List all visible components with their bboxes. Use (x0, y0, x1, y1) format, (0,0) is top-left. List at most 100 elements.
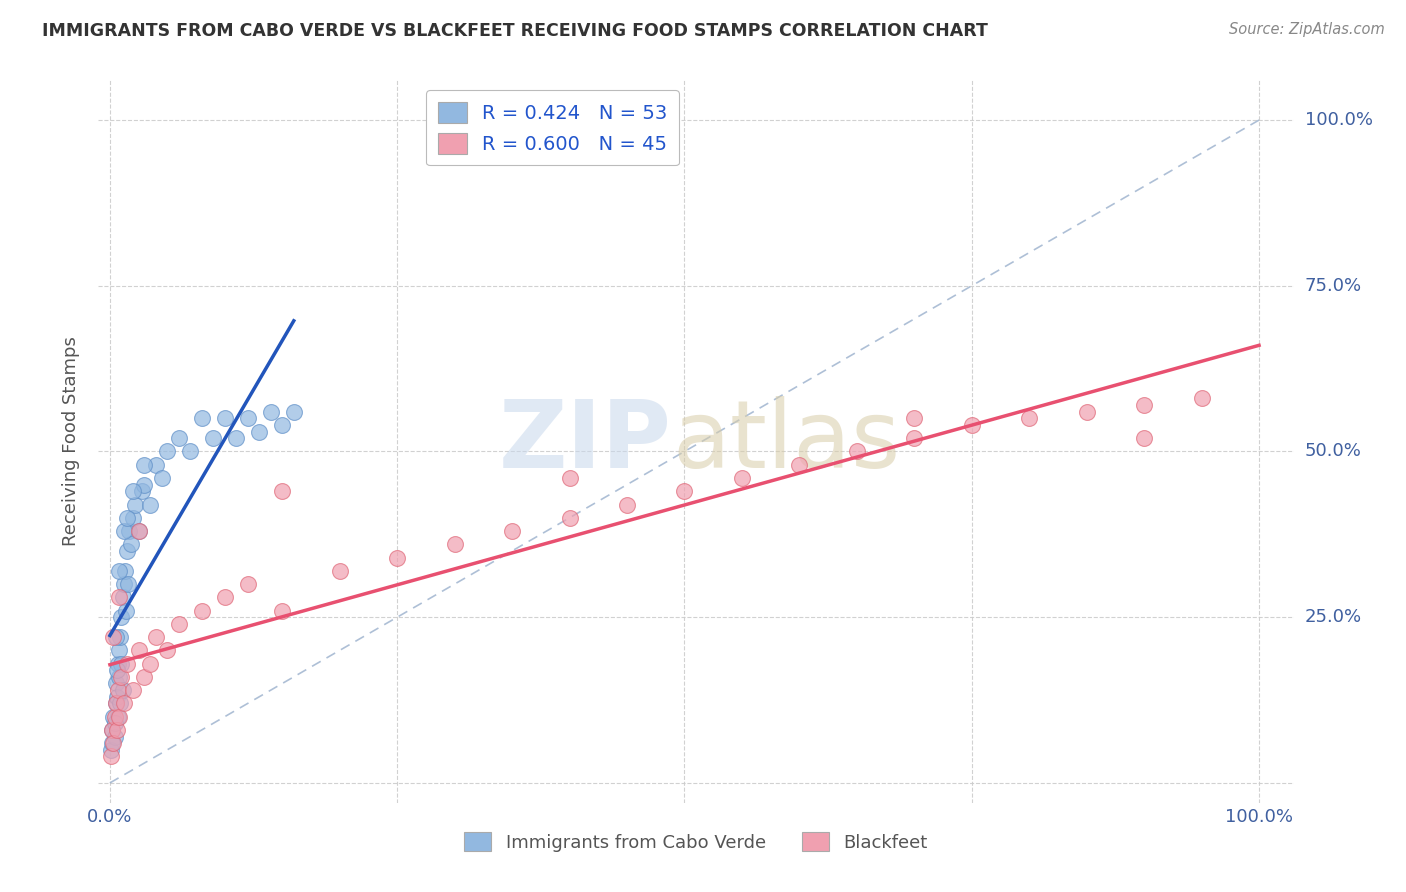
Y-axis label: Receiving Food Stamps: Receiving Food Stamps (62, 336, 80, 547)
Point (167, 431, 190, 445)
Point (247, 425, 270, 439)
Point (101, 723, 124, 737)
Point (1133, 398, 1156, 412)
Point (616, 498, 638, 512)
Point (167, 616, 190, 631)
Point (117, 577, 139, 591)
Point (103, 709, 125, 723)
Point (271, 417, 294, 432)
Point (558, 471, 581, 485)
Point (110, 670, 132, 684)
Point (1191, 392, 1213, 406)
Point (1076, 405, 1098, 419)
Point (128, 524, 150, 538)
Point (271, 484, 294, 499)
Text: 75.0%: 75.0% (1305, 277, 1362, 294)
Point (108, 591, 131, 605)
Point (903, 431, 925, 445)
Point (108, 564, 131, 578)
Point (179, 444, 201, 458)
Point (115, 657, 138, 671)
Point (105, 663, 128, 677)
Legend: Immigrants from Cabo Verde, Blackfeet: Immigrants from Cabo Verde, Blackfeet (457, 824, 935, 859)
Point (139, 657, 162, 671)
Point (122, 683, 145, 698)
Point (103, 709, 125, 723)
Point (120, 537, 142, 551)
Point (191, 411, 214, 425)
Point (1133, 431, 1156, 445)
Point (731, 471, 754, 485)
Point (107, 709, 129, 723)
Point (115, 544, 138, 558)
Point (501, 524, 523, 538)
Point (104, 697, 127, 711)
Point (903, 411, 925, 425)
Point (236, 411, 259, 425)
Point (156, 444, 179, 458)
Point (105, 690, 128, 704)
Point (110, 657, 132, 671)
Point (115, 510, 138, 524)
Point (108, 709, 131, 723)
Point (789, 458, 811, 472)
Point (558, 510, 581, 524)
Point (103, 716, 125, 731)
Text: ZIP: ZIP (499, 395, 672, 488)
Point (103, 736, 125, 750)
Point (1018, 411, 1040, 425)
Point (118, 524, 141, 538)
Point (112, 524, 135, 538)
Point (673, 484, 696, 499)
Point (101, 736, 124, 750)
Point (443, 537, 465, 551)
Point (110, 630, 132, 644)
Point (122, 510, 145, 524)
Point (260, 405, 283, 419)
Point (134, 458, 156, 472)
Point (134, 477, 156, 491)
Point (329, 564, 352, 578)
Point (112, 577, 135, 591)
Point (202, 431, 225, 445)
Text: 50.0%: 50.0% (1305, 442, 1361, 460)
Point (156, 643, 179, 657)
Point (111, 683, 134, 698)
Point (131, 484, 153, 499)
Point (134, 670, 156, 684)
Point (283, 405, 305, 419)
Point (225, 431, 247, 445)
Point (271, 603, 294, 617)
Point (111, 591, 134, 605)
Point (108, 670, 131, 684)
Point (124, 498, 146, 512)
Point (104, 676, 127, 690)
Point (115, 603, 138, 617)
Text: 25.0%: 25.0% (1305, 608, 1362, 626)
Text: atlas: atlas (672, 395, 900, 488)
Point (110, 610, 132, 624)
Point (104, 630, 127, 644)
Point (236, 577, 259, 591)
Point (104, 697, 127, 711)
Point (145, 630, 167, 644)
Point (100, 743, 122, 757)
Point (191, 603, 214, 617)
Point (101, 723, 124, 737)
Text: Source: ZipAtlas.com: Source: ZipAtlas.com (1229, 22, 1385, 37)
Point (214, 411, 236, 425)
Point (103, 730, 125, 744)
Point (139, 498, 162, 512)
Point (150, 471, 173, 485)
Point (114, 564, 136, 578)
Point (122, 484, 145, 499)
Point (105, 723, 128, 737)
Point (107, 657, 129, 671)
Point (103, 630, 125, 644)
Point (385, 550, 409, 565)
Point (107, 683, 129, 698)
Point (845, 444, 868, 458)
Point (145, 458, 167, 472)
Point (214, 591, 236, 605)
Point (128, 643, 150, 657)
